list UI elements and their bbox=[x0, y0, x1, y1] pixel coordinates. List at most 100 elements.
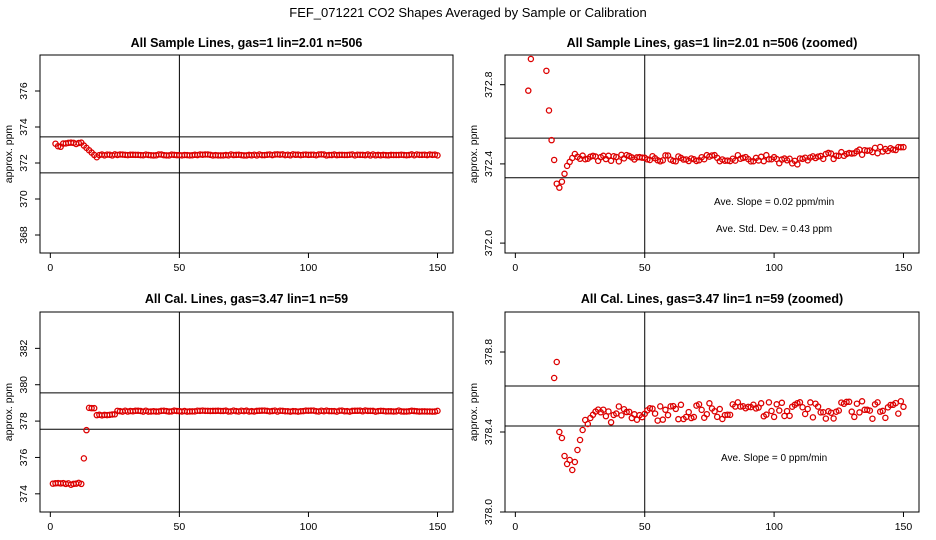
data-point bbox=[581, 155, 589, 163]
data-point bbox=[726, 411, 734, 419]
plot-panel-3: All Cal. Lines, gas=3.47 lin=1 n=59 0 50 10… bbox=[3, 292, 454, 533]
data-point bbox=[651, 410, 659, 417]
data-point bbox=[690, 413, 698, 421]
data-point bbox=[895, 410, 902, 417]
x-tick-label: 0 bbox=[47, 262, 53, 274]
panel-title: All Cal. Lines, gas=3.47 lin=1 n=59 (zoo… bbox=[581, 292, 843, 306]
data-point bbox=[649, 405, 656, 412]
data-point bbox=[804, 405, 811, 413]
data-point bbox=[763, 411, 770, 418]
data-point bbox=[882, 414, 889, 422]
data-point bbox=[618, 412, 625, 419]
data-point bbox=[851, 413, 858, 421]
data-point bbox=[543, 67, 550, 75]
data-point bbox=[541, 48, 546, 53]
y-axis-label: approx. ppm bbox=[468, 383, 480, 442]
data-point bbox=[848, 408, 855, 415]
x-tick-label: 0 bbox=[512, 262, 518, 274]
data-point bbox=[871, 144, 879, 152]
data-point bbox=[713, 413, 721, 421]
data-point bbox=[556, 184, 563, 191]
data-point bbox=[716, 405, 724, 413]
data-point bbox=[605, 408, 612, 415]
data-point bbox=[778, 399, 786, 407]
y-tick-label: 376 bbox=[18, 449, 30, 467]
data-point bbox=[584, 420, 592, 428]
data-point bbox=[757, 400, 765, 407]
data-point bbox=[809, 414, 817, 421]
x-tick-label: 50 bbox=[639, 262, 651, 274]
data-point bbox=[711, 408, 718, 415]
data-point bbox=[835, 407, 843, 414]
data-point bbox=[747, 158, 755, 165]
x-tick-label: 50 bbox=[174, 521, 186, 533]
data-point bbox=[675, 415, 682, 423]
data-point bbox=[820, 155, 827, 163]
y-tick-label: 372.4 bbox=[483, 151, 495, 177]
data-point bbox=[866, 407, 874, 414]
y-tick-label: 370 bbox=[18, 190, 30, 208]
y-tick-label: 372.0 bbox=[483, 230, 495, 256]
data-point bbox=[773, 401, 780, 408]
data-point bbox=[550, 374, 558, 382]
data-point bbox=[856, 409, 863, 416]
data-point bbox=[644, 156, 651, 163]
data-point bbox=[695, 401, 703, 408]
data-point bbox=[109, 411, 116, 418]
data-point bbox=[78, 480, 85, 488]
plot-panel-2: All Sample Lines, gas=1 lin=2.01 n=506 (… bbox=[468, 36, 920, 274]
panel-title: All Sample Lines, gas=1 lin=2.01 n=506 (… bbox=[567, 36, 858, 50]
plot-panel-4: All Cal. Lines, gas=3.47 lin=1 n=59 (zoo… bbox=[468, 292, 920, 533]
x-tick-label: 150 bbox=[895, 262, 913, 274]
data-point bbox=[706, 400, 713, 407]
plot-frame bbox=[39, 311, 454, 513]
data-point bbox=[874, 399, 881, 406]
data-point bbox=[434, 407, 441, 415]
data-point bbox=[561, 170, 568, 178]
data-point bbox=[853, 400, 861, 407]
data-point bbox=[571, 458, 579, 466]
data-point bbox=[776, 407, 783, 414]
data-point bbox=[897, 143, 905, 151]
x-tick-label: 0 bbox=[47, 521, 53, 533]
data-point bbox=[75, 139, 82, 147]
data-point bbox=[615, 403, 623, 410]
data-point bbox=[814, 153, 822, 160]
x-tick-label: 50 bbox=[174, 262, 186, 274]
y-tick-label: 372 bbox=[18, 154, 30, 172]
data-point bbox=[625, 408, 633, 416]
data-point bbox=[845, 398, 853, 406]
data-point bbox=[744, 403, 752, 411]
data-point bbox=[822, 415, 830, 422]
panel-title: All Sample Lines, gas=1 lin=2.01 n=506 bbox=[131, 36, 363, 50]
data-point bbox=[527, 55, 535, 63]
data-point bbox=[879, 407, 887, 415]
data-point bbox=[654, 417, 661, 424]
data-point bbox=[807, 399, 814, 406]
plot-panel-1: All Sample Lines, gas=1 lin=2.01 n=506 0 5… bbox=[3, 36, 454, 274]
y-axis-label: approx. ppm bbox=[468, 125, 480, 184]
y-tick-label: 378.4 bbox=[483, 419, 495, 445]
data-series bbox=[52, 139, 441, 161]
data-point bbox=[602, 412, 610, 420]
data-point bbox=[760, 157, 768, 165]
data-point bbox=[843, 398, 850, 406]
data-point bbox=[848, 150, 855, 157]
data-point bbox=[672, 158, 680, 165]
data-point bbox=[659, 157, 667, 164]
data-point bbox=[703, 410, 711, 418]
data-point bbox=[858, 398, 866, 405]
data-point bbox=[561, 452, 568, 460]
data-point bbox=[770, 413, 778, 421]
plot-frame bbox=[504, 54, 920, 254]
data-point bbox=[801, 410, 809, 418]
y-tick-label: 376 bbox=[18, 82, 30, 100]
data-point bbox=[783, 407, 791, 415]
plot-frame bbox=[39, 54, 454, 254]
data-point bbox=[677, 401, 685, 409]
y-tick-label: 374 bbox=[18, 485, 30, 503]
y-tick-label: 368 bbox=[18, 226, 30, 244]
data-point bbox=[900, 403, 907, 411]
data-point bbox=[574, 446, 581, 454]
data-series bbox=[550, 358, 907, 474]
